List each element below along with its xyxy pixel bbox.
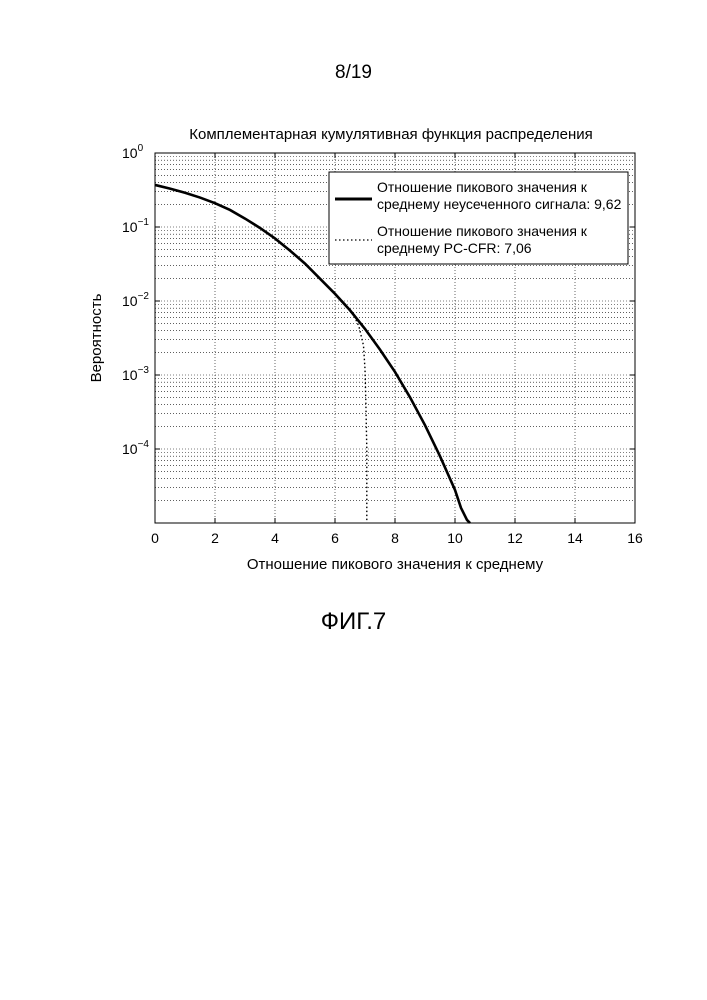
x-axis-label: Отношение пикового значения к среднему	[247, 556, 544, 573]
legend-series1-line1: Отношение пикового значения к	[377, 179, 588, 195]
y-tick-label: 10−4	[122, 439, 149, 457]
x-tick-label: 8	[391, 530, 399, 546]
y-tick-label: 10−3	[122, 365, 149, 383]
legend-series1-line2: среднему неусеченного сигнала: 9,62	[377, 196, 622, 212]
x-tick-label: 12	[507, 530, 523, 546]
y-tick-label: 100	[122, 143, 144, 161]
x-tick-label: 10	[447, 530, 463, 546]
x-tick-label: 2	[211, 530, 219, 546]
x-tick-label: 4	[271, 530, 279, 546]
x-tick-label: 14	[567, 530, 583, 546]
y-tick-label: 10−2	[122, 291, 149, 309]
chart-title: Комплементарная кумулятивная функция рас…	[189, 126, 593, 143]
x-tick-label: 16	[627, 530, 643, 546]
ccdf-chart: Комплементарная кумулятивная функция рас…	[0, 0, 707, 600]
legend-series2-line2: среднему PC-CFR: 7,06	[377, 240, 532, 256]
x-tick-label: 6	[331, 530, 339, 546]
figure-caption: ФИГ.7	[0, 608, 707, 636]
legend: Отношение пикового значения к среднему н…	[329, 172, 628, 264]
y-axis-label: Вероятность	[88, 293, 105, 382]
y-tick-label: 10−1	[122, 217, 149, 235]
legend-series2-line1: Отношение пикового значения к	[377, 223, 588, 239]
x-tick-label: 0	[151, 530, 159, 546]
